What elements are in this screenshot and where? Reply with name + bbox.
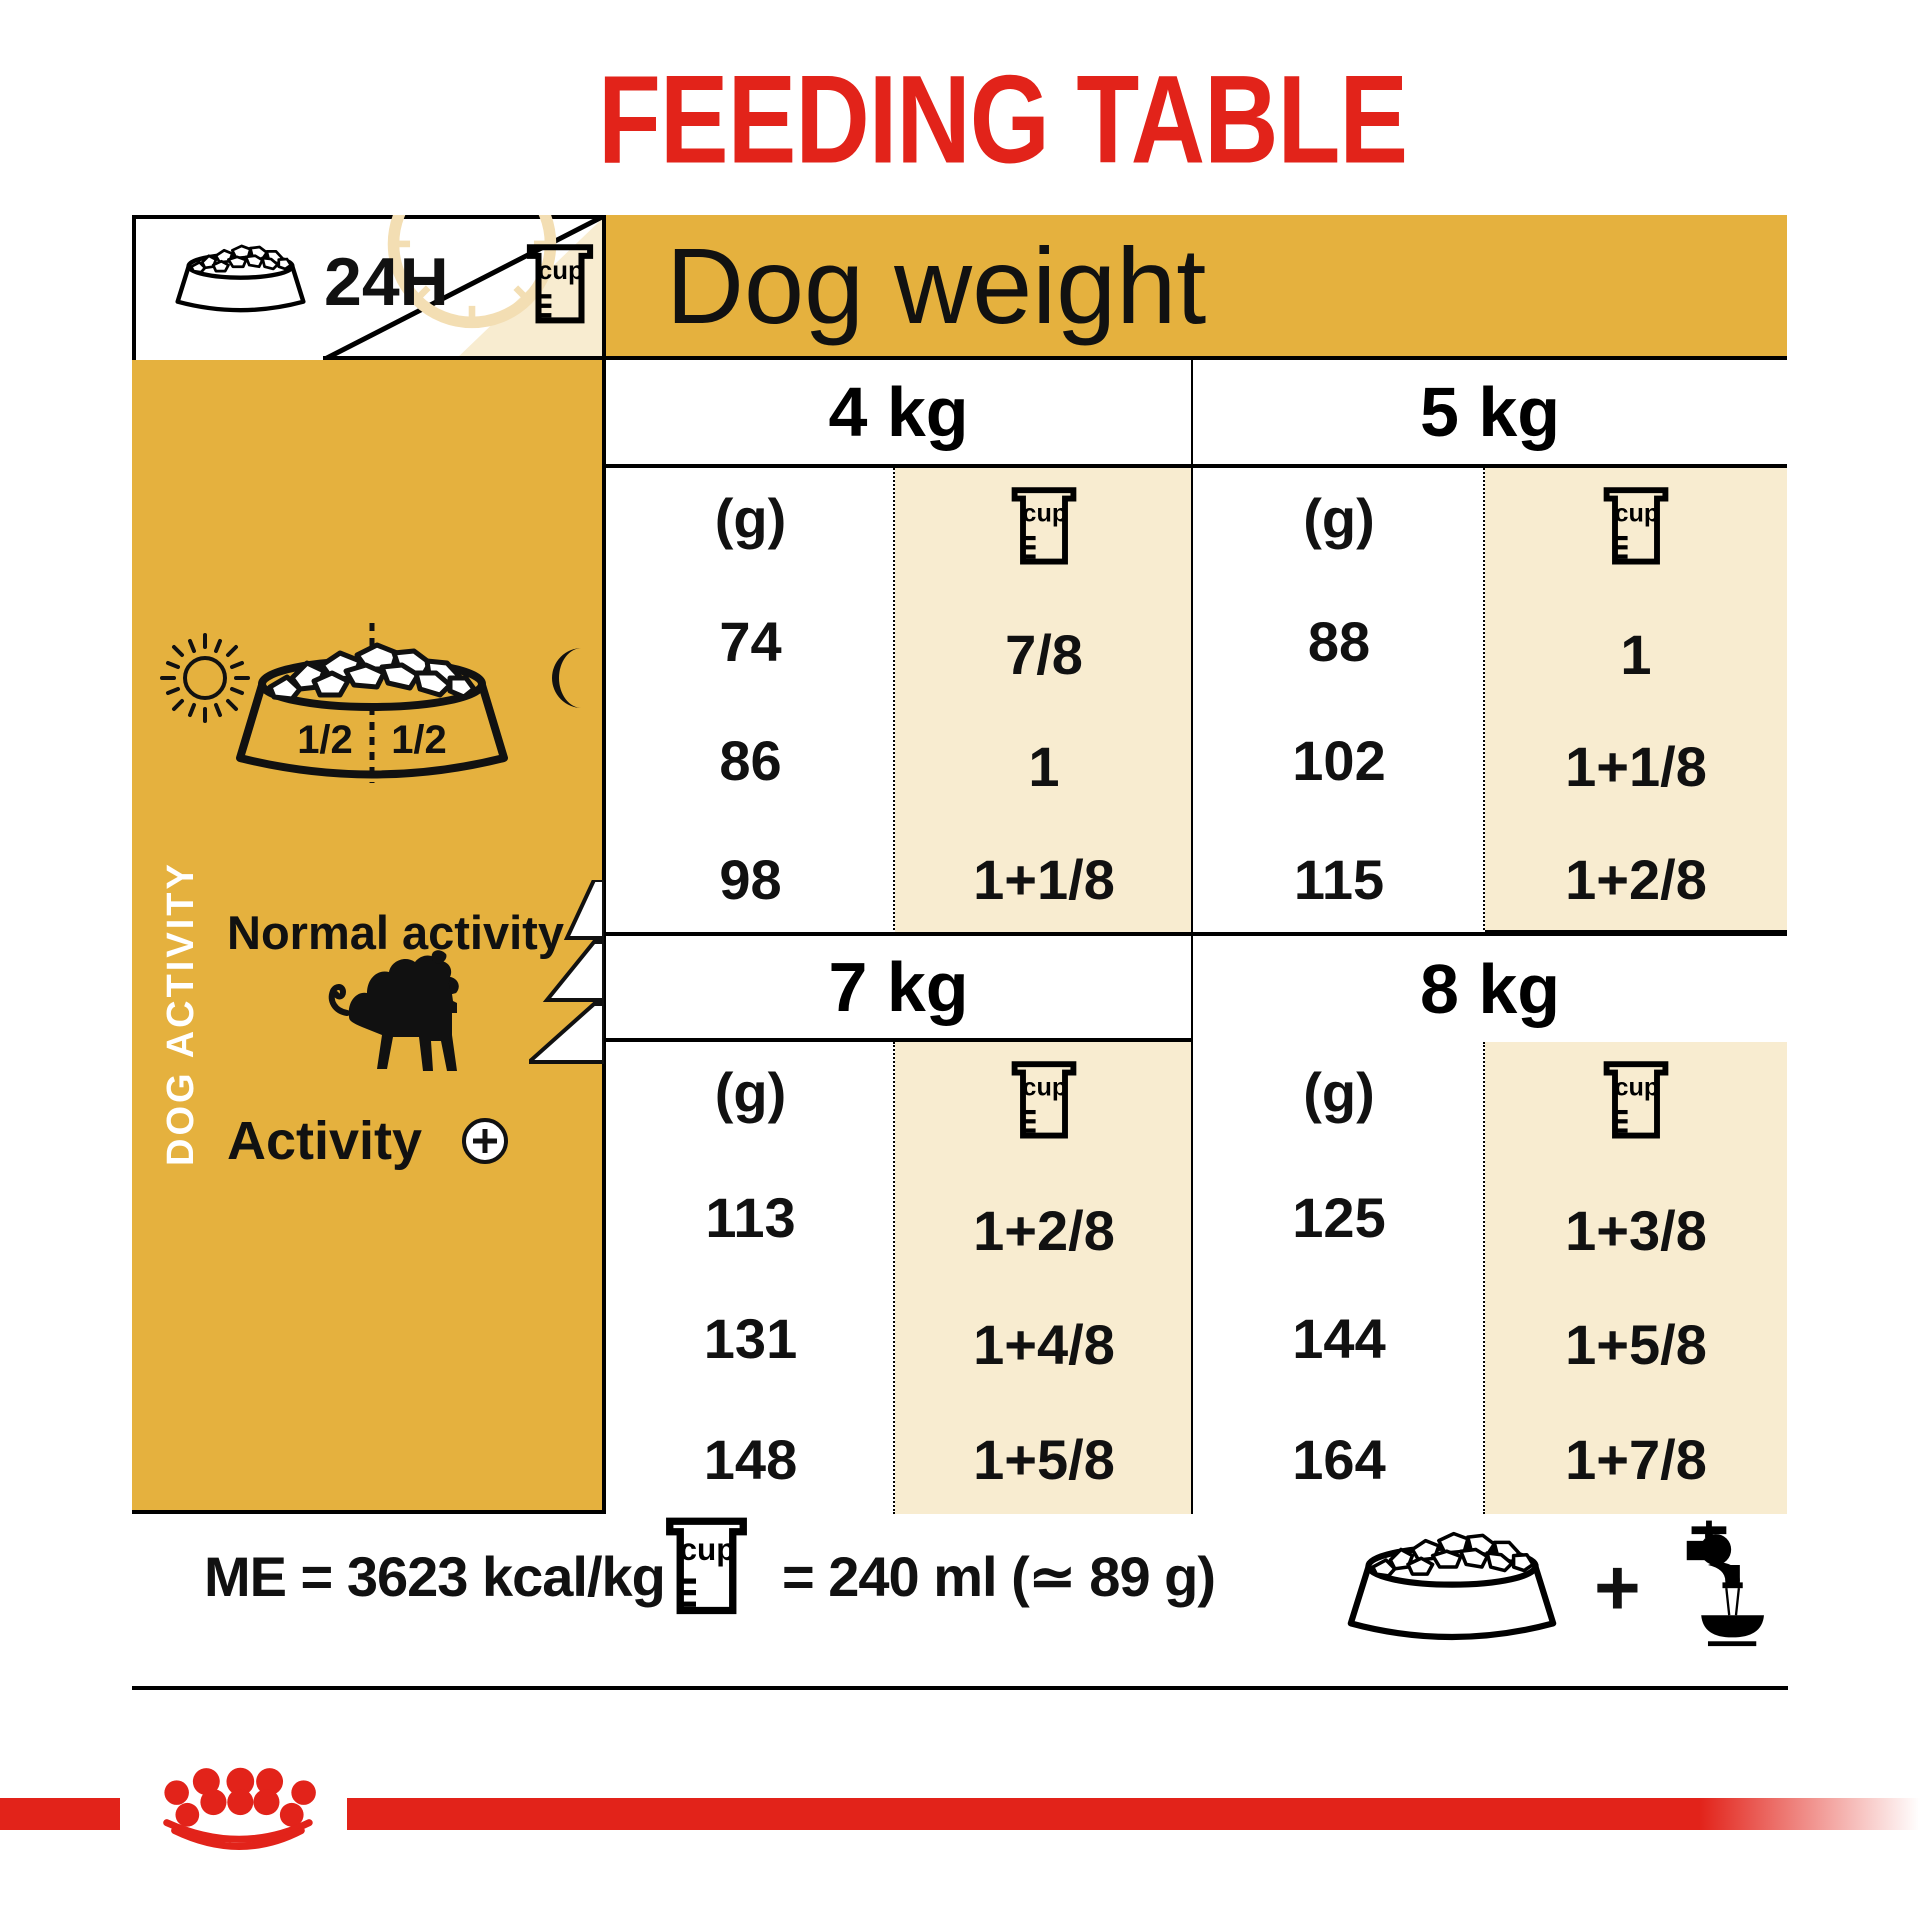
- svg-text:cup: cup: [680, 1531, 736, 1567]
- svg-text:cup: cup: [1022, 499, 1067, 527]
- svg-text:cup: cup: [1614, 1073, 1659, 1101]
- svg-text:1/2: 1/2: [391, 718, 447, 762]
- svg-text:cup: cup: [538, 257, 584, 285]
- svg-text:cup: cup: [1614, 499, 1659, 527]
- svg-text:1/2: 1/2: [297, 718, 353, 762]
- svg-text:cup: cup: [1022, 1073, 1067, 1101]
